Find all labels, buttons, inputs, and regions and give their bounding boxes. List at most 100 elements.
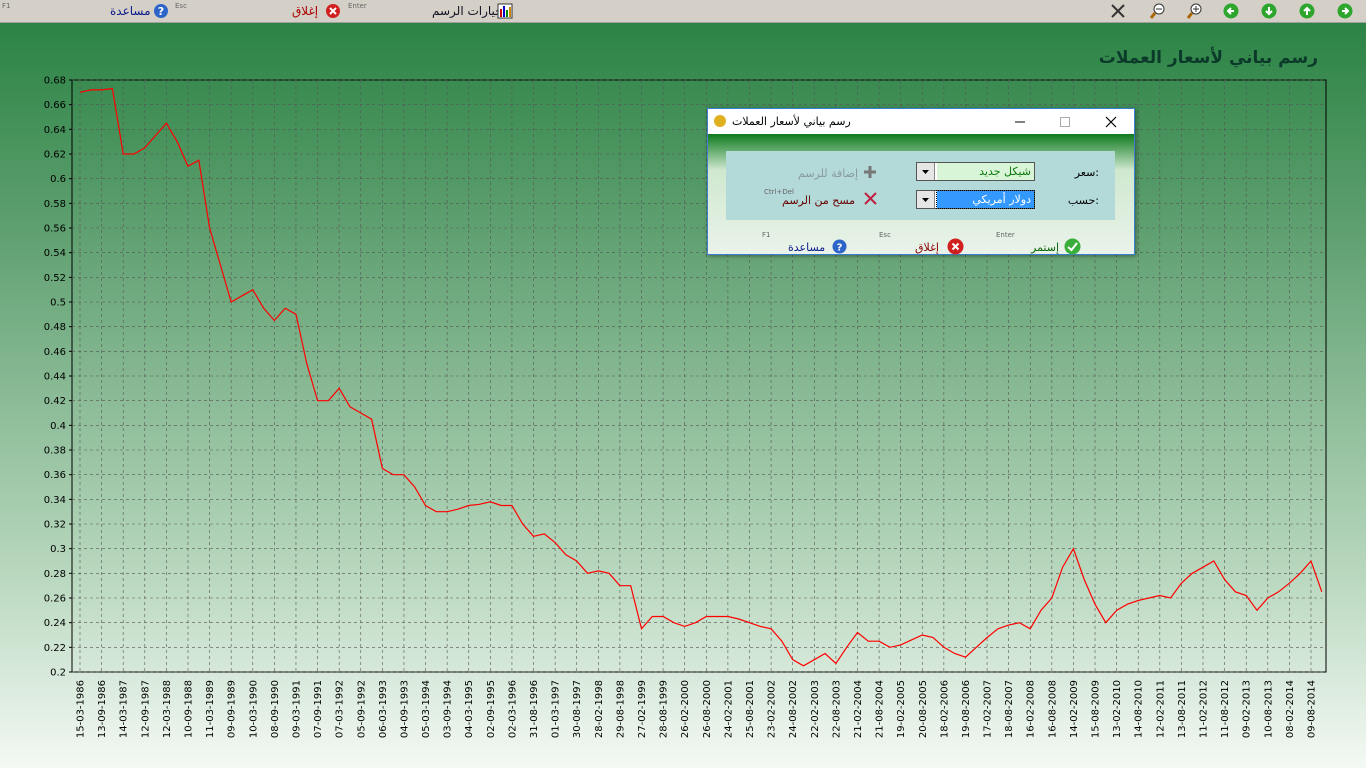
combo-arrow xyxy=(922,170,929,174)
maximize[interactable] xyxy=(1058,115,1072,129)
y-tick-label: 0.66 xyxy=(44,100,66,111)
continue-icon[interactable] xyxy=(1064,238,1081,255)
svg-text:?: ? xyxy=(837,243,843,254)
y-tick-label: 0.32 xyxy=(44,520,66,531)
x-tick-label: 09-03-1991 xyxy=(291,680,302,738)
x-tick-label: 10-03-1990 xyxy=(248,680,259,738)
y-tick-label: 0.44 xyxy=(44,372,66,383)
x-tick-label: 10-09-1988 xyxy=(183,680,194,738)
zoom-in-icon[interactable] xyxy=(1187,3,1203,19)
x-tick-label: 24-02-2001 xyxy=(723,680,734,738)
y-tick-label: 0.36 xyxy=(44,470,66,481)
y-tick-label: 0.5 xyxy=(50,298,66,309)
x-tick-label: 18-02-2006 xyxy=(939,680,950,738)
svg-text:?: ? xyxy=(158,5,164,18)
plot: 0.2 0.22 0.24 0.26 0.28 0.3 0.32 0.34 0.36 0.38 0.… xyxy=(44,76,1327,738)
continue-key: Enter xyxy=(996,231,1015,239)
close-key: Esc xyxy=(879,231,891,239)
dialog-body: سعر: شيكل جديد حسب: دولار أمريكي إضافة ل… xyxy=(708,134,1134,255)
x-tick-label: 21-08-2004 xyxy=(875,680,886,738)
nav-left[interactable] xyxy=(1223,3,1239,19)
y-tick-label: 0.46 xyxy=(44,347,66,358)
close-icon[interactable] xyxy=(325,3,341,19)
combo-button[interactable] xyxy=(917,191,935,208)
y-tick-label: 0.4 xyxy=(50,421,66,432)
dialog-title: رسم بياني لأسعار العملات xyxy=(732,115,851,128)
close-button[interactable]: إغلاق xyxy=(292,4,319,18)
dialog: رسم بياني لأسعار العملات سعر: شيكل جديد … xyxy=(707,108,1135,255)
nav-down[interactable] xyxy=(1261,3,1277,19)
options-icon[interactable] xyxy=(497,3,513,19)
options-button[interactable]: خيارات الرسم xyxy=(432,4,503,18)
help-icon[interactable]: ? xyxy=(832,239,847,254)
x-tick-label: 07-09-1991 xyxy=(313,680,324,738)
combo-arrow xyxy=(922,198,929,202)
add-icon[interactable] xyxy=(862,164,878,180)
help-button[interactable]: مساعدة xyxy=(788,241,826,254)
y-tick-label: 0.28 xyxy=(44,569,66,580)
selection-panel: سعر: شيكل جديد حسب: دولار أمريكي إضافة ل… xyxy=(726,151,1115,220)
dialog-titlebar: رسم بياني لأسعار العملات xyxy=(708,109,1134,134)
x-tick-label: 03-09-1994 xyxy=(443,680,454,738)
x-tick-label: 26-02-2000 xyxy=(680,680,691,738)
by-combo[interactable]: دولار أمريكي xyxy=(916,190,1035,209)
y-tick-label: 0.24 xyxy=(44,618,66,629)
close-window[interactable] xyxy=(1104,115,1118,129)
combo-button[interactable] xyxy=(917,163,935,180)
help-button[interactable]: مساعدة xyxy=(110,4,151,18)
help-icon[interactable]: ? xyxy=(153,3,169,19)
remove-icon[interactable] xyxy=(863,191,878,206)
y-tick-label: 0.68 xyxy=(44,76,66,87)
zoom-out-icon[interactable] xyxy=(1150,3,1166,19)
nav-right[interactable] xyxy=(1337,3,1353,19)
continue-button[interactable]: إستمر xyxy=(1031,241,1060,254)
x-tick-label: 24-08-2002 xyxy=(788,680,799,738)
x-tick-label: 12-09-1987 xyxy=(140,680,151,738)
x-tick-label: 02-03-1996 xyxy=(507,680,518,738)
remove-key: Ctrl+Del xyxy=(764,188,794,196)
help-key: F1 xyxy=(762,231,771,239)
y-tick-label: 0.34 xyxy=(44,495,66,506)
y-tick-label: 0.2 xyxy=(50,668,66,679)
options-key: Enter xyxy=(348,2,367,10)
x-tick-label: 16-02-2008 xyxy=(1026,680,1037,738)
x-tick-label: 23-02-2002 xyxy=(767,680,778,738)
y-tick-label: 0.52 xyxy=(44,273,66,284)
y-tick-label: 0.26 xyxy=(44,594,66,605)
y-tick-label: 0.42 xyxy=(44,396,66,407)
x-tick-label: 13-08-2011 xyxy=(1177,680,1188,738)
x-tick-label: 14-08-2010 xyxy=(1134,680,1145,738)
x-tick-label: 26-08-2000 xyxy=(702,680,713,738)
close-icon[interactable] xyxy=(947,238,964,255)
y-tick-label: 0.62 xyxy=(44,150,66,161)
minimize[interactable] xyxy=(1013,115,1027,129)
x-tick-label: 16-08-2008 xyxy=(1047,680,1058,738)
x-tick-label: 04-09-1993 xyxy=(399,680,410,738)
x-tick-label: 25-08-2001 xyxy=(745,680,756,738)
y-tick-label: 0.6 xyxy=(50,174,66,185)
x-tick-label: 20-08-2005 xyxy=(918,680,929,738)
x-tick-label: 17-02-2007 xyxy=(983,680,994,738)
rate-combo[interactable]: شيكل جديد xyxy=(916,162,1035,181)
by-label: حسب: xyxy=(1067,194,1099,207)
x-tick-label: 22-08-2003 xyxy=(831,680,842,738)
x-tick-label: 13-02-2010 xyxy=(1112,680,1123,738)
x-tick-label: 04-03-1995 xyxy=(464,680,475,738)
x-tick-label: 15-03-1986 xyxy=(76,680,87,738)
x-tick-label: 09-02-2013 xyxy=(1242,680,1253,738)
add-button[interactable]: إضافة للرسم xyxy=(798,167,859,180)
close-button[interactable]: إغلاق xyxy=(915,241,939,254)
toolbar: F1 مساعدة ? Esc إغلاق Enter خيارات الرسم xyxy=(0,0,1366,23)
tools-icon[interactable] xyxy=(1110,3,1126,19)
x-tick-label: 06-03-1993 xyxy=(378,680,389,738)
x-tick-label: 22-02-2003 xyxy=(810,680,821,738)
x-tick-label: 09-09-1989 xyxy=(227,680,238,738)
remove-button[interactable]: مسح من الرسم xyxy=(782,194,856,207)
nav-up[interactable] xyxy=(1299,3,1315,19)
chart-title: رسم بياني لأسعار العملات xyxy=(1099,47,1318,68)
x-tick-label: 01-03-1997 xyxy=(551,680,562,738)
y-tick-label: 0.64 xyxy=(44,125,66,136)
y-tick-label: 0.58 xyxy=(44,199,66,210)
